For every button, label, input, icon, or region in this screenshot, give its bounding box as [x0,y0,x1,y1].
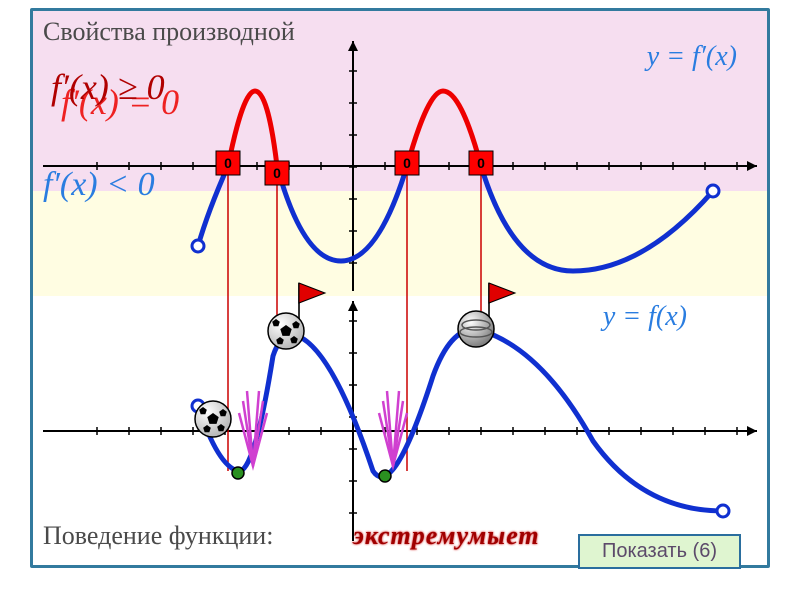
derivative-open-circles [192,185,719,252]
svg-text:0: 0 [224,155,232,171]
show-button[interactable]: Показать (6) [578,534,741,569]
function-open-circles [192,400,729,517]
chart-svg: 0 0 0 0 [33,11,767,565]
min-dots [232,467,391,482]
function-curve [198,329,723,511]
main-frame: Свойства производной f′(x) ≥ 0 f′(x) = 0… [30,8,770,568]
svg-text:0: 0 [273,165,281,181]
svg-text:0: 0 [477,155,485,171]
svg-text:0: 0 [403,155,411,171]
